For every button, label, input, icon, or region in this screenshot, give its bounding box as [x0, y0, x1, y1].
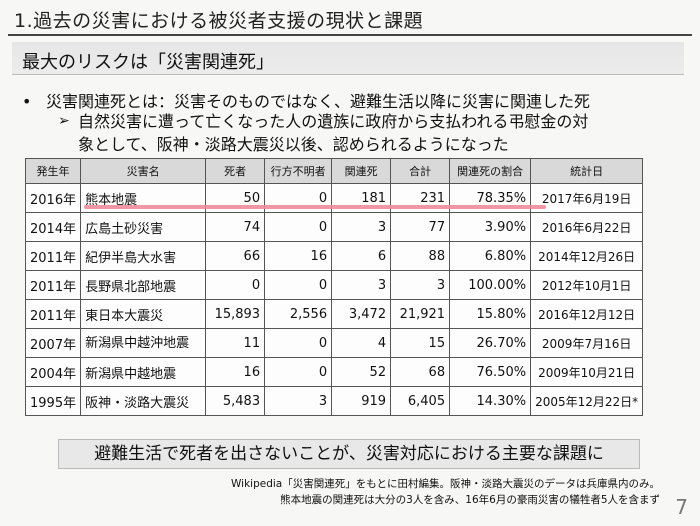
cell-deaths: 16 — [205, 357, 266, 387]
highlight-underline — [84, 205, 546, 209]
cell-total: 6,405 — [390, 386, 451, 416]
bullet-definition: • 災害関連死とは：災害そのものではなく、避難生活以降に災害に関連した死 — [22, 88, 590, 112]
table-row: 2014年 広島土砂災害 74 0 3 77 3.90% 2016年6月22日 — [24, 212, 644, 242]
cell-related: 6 — [331, 241, 392, 271]
cell-related: 919 — [331, 386, 392, 416]
disaster-table: 発生年 災害名 死者 行方不明者 関連死 合計 関連死の割合 統計日 2016年… — [24, 158, 644, 416]
cell-related: 3 — [331, 270, 392, 300]
cell-deaths: 74 — [205, 212, 266, 242]
cell-year: 2011年 — [24, 241, 82, 271]
cell-missing: 16 — [264, 241, 333, 271]
cell-missing: 3 — [264, 386, 333, 416]
conclusion-banner: 避難生活で死者を出さないことが、災害対応における主要な課題に — [58, 439, 640, 469]
cell-missing: 0 — [264, 212, 333, 242]
cell-total: 77 — [390, 212, 451, 242]
cell-name: 阪神・淡路大震災 — [80, 386, 207, 416]
bullet-text: 災害関連死とは：災害そのものではなく、避難生活以降に災害に関連した死 — [46, 92, 591, 111]
header-date: 統計日 — [530, 158, 644, 184]
cell-date: 2016年6月22日 — [530, 212, 644, 242]
cell-related: 4 — [331, 328, 392, 358]
cell-total: 231 — [390, 183, 451, 213]
footnote-source: Wikipedia「災害関連死」をもとに田村編集。阪神・淡路大震災のデータは兵庫… — [231, 478, 660, 490]
cell-ratio: 26.70% — [449, 328, 532, 358]
header-deaths: 死者 — [205, 158, 266, 184]
sub-bullet-line2: 象として、阪神・淡路大震災以後、認められるようになった — [78, 135, 509, 154]
cell-date: 2005年12月22日* — [530, 386, 644, 416]
cell-ratio: 6.80% — [449, 241, 532, 271]
cell-related: 3 — [331, 212, 392, 242]
table-row: 2004年 新潟県中越地震 16 0 52 68 76.50% 2009年10月… — [24, 357, 644, 387]
cell-deaths: 11 — [205, 328, 266, 358]
footnote-kumamoto: 熊本地震の関連死は大分の3人を含み、16年6月の豪雨災害の犠牲者5人を含まず — [280, 494, 660, 506]
cell-name: 新潟県中越地震 — [80, 357, 207, 387]
cell-date: 2009年10月21日 — [530, 357, 644, 387]
cell-name: 広島土砂災害 — [80, 212, 207, 242]
cell-year: 2007年 — [24, 328, 82, 358]
table-row: 1995年 阪神・淡路大震災 5,483 3 919 6,405 14.30% … — [24, 386, 644, 416]
table-row: 2011年 東日本大震災 15,893 2,556 3,472 21,921 1… — [24, 299, 644, 329]
title-divider — [8, 34, 692, 36]
header-total: 合計 — [390, 158, 451, 184]
cell-missing: 0 — [264, 328, 333, 358]
header-ratio: 関連死の割合 — [449, 158, 532, 184]
subtitle-banner — [12, 42, 684, 75]
header-year: 発生年 — [24, 158, 82, 184]
cell-name: 長野県北部地震 — [80, 270, 207, 300]
table-row: 2007年 新潟県中越沖地震 11 0 4 15 26.70% 2009年7月1… — [24, 328, 644, 358]
cell-ratio: 14.30% — [449, 386, 532, 416]
cell-total: 15 — [390, 328, 451, 358]
table-header-row: 発生年 災害名 死者 行方不明者 関連死 合計 関連死の割合 統計日 — [24, 158, 644, 184]
cell-missing: 0 — [264, 357, 333, 387]
cell-date: 2014年12月26日 — [530, 241, 644, 271]
header-related: 関連死 — [331, 158, 392, 184]
cell-year: 2011年 — [24, 270, 82, 300]
cell-total: 3 — [390, 270, 451, 300]
cell-ratio: 15.80% — [449, 299, 532, 329]
cell-ratio: 3.90% — [449, 212, 532, 242]
cell-ratio: 100.00% — [449, 270, 532, 300]
cell-total: 68 — [390, 357, 451, 387]
page-number: 7 — [675, 495, 688, 519]
cell-date: 2016年12月12日 — [530, 299, 644, 329]
sub-bullet: ➢ 自然災害に遭って亡くなった人の遺族に政府から支払われる弔慰金の対 象として、… — [58, 110, 589, 156]
cell-deaths: 15,893 — [205, 299, 266, 329]
sub-bullet-line1: 自然災害に遭って亡くなった人の遺族に政府から支払われる弔慰金の対 — [78, 112, 589, 131]
cell-total: 88 — [390, 241, 451, 271]
cell-deaths: 66 — [205, 241, 266, 271]
table-row: 2011年 長野県北部地震 0 0 3 3 100.00% 2012年10月1日 — [24, 270, 644, 300]
cell-ratio: 76.50% — [449, 357, 532, 387]
cell-year: 2011年 — [24, 299, 82, 329]
cell-missing: 2,556 — [264, 299, 333, 329]
subtitle: 最大のリスクは「災害関連死」 — [22, 52, 274, 73]
cell-total: 21,921 — [390, 299, 451, 329]
cell-name: 東日本大震災 — [80, 299, 207, 329]
cell-date: 2017年6月19日 — [530, 183, 644, 213]
cell-year: 2014年 — [24, 212, 82, 242]
cell-year: 2004年 — [24, 357, 82, 387]
cell-related: 3,472 — [331, 299, 392, 329]
cell-related: 52 — [331, 357, 392, 387]
cell-name: 紀伊半島大水害 — [80, 241, 207, 271]
header-missing: 行方不明者 — [264, 158, 333, 184]
cell-date: 2012年10月1日 — [530, 270, 644, 300]
bullet-dot-icon: • — [22, 92, 32, 111]
cell-missing: 0 — [264, 270, 333, 300]
cell-year: 1995年 — [24, 386, 82, 416]
cell-deaths: 5,483 — [205, 386, 266, 416]
slide-title: 1.過去の災害における被災者支援の現状と課題 — [14, 10, 424, 32]
table-row: 2011年 紀伊半島大水害 66 16 6 88 6.80% 2014年12月2… — [24, 241, 644, 271]
arrow-bullet-icon: ➢ — [58, 113, 70, 129]
cell-date: 2009年7月16日 — [530, 328, 644, 358]
cell-year: 2016年 — [24, 183, 82, 213]
cell-deaths: 0 — [205, 270, 266, 300]
cell-name: 新潟県中越沖地震 — [80, 328, 207, 358]
header-name: 災害名 — [80, 158, 207, 184]
